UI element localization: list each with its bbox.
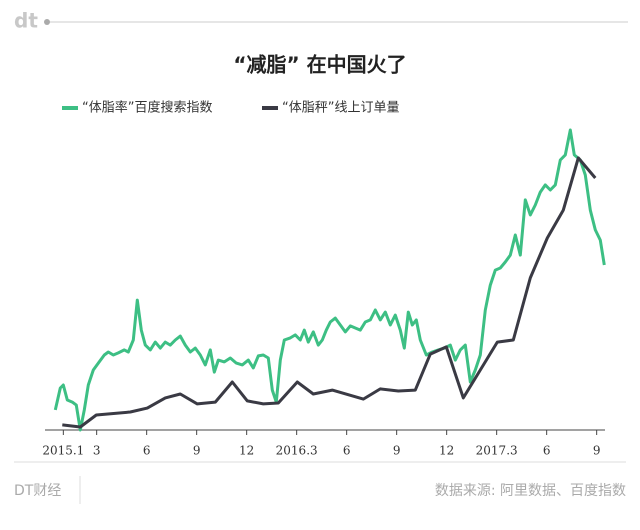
brand-logo: dt [14, 9, 38, 33]
series-line [62, 156, 597, 429]
x-tick-label: 9 [593, 444, 601, 458]
legend-label: “体脂秤”线上订单量 [282, 101, 399, 116]
legend-label: “体脂率”百度搜索指数 [82, 100, 212, 116]
x-tick-label: 3 [93, 444, 101, 458]
x-tick-label: 6 [543, 444, 551, 458]
x-tick-label: 2015.1 [42, 444, 84, 458]
x-tick-label: 12 [239, 444, 254, 458]
x-tick-label: 12 [439, 444, 454, 458]
x-tick-label: 6 [143, 444, 151, 458]
series-line [53, 128, 606, 432]
brand-dot [44, 19, 50, 25]
x-tick-label: 9 [393, 444, 401, 458]
footer-source: 数据来源: 阿里数据、百度指数 [435, 483, 626, 499]
x-tick-label: 9 [193, 444, 201, 458]
footer-brand: DT财经 [14, 483, 61, 499]
x-tick-label: 2017.3 [476, 444, 518, 458]
chart-title: “减脂” 在中国火了 [233, 53, 406, 77]
x-tick-label: 2016.3 [276, 444, 318, 458]
x-tick-label: 6 [343, 444, 351, 458]
